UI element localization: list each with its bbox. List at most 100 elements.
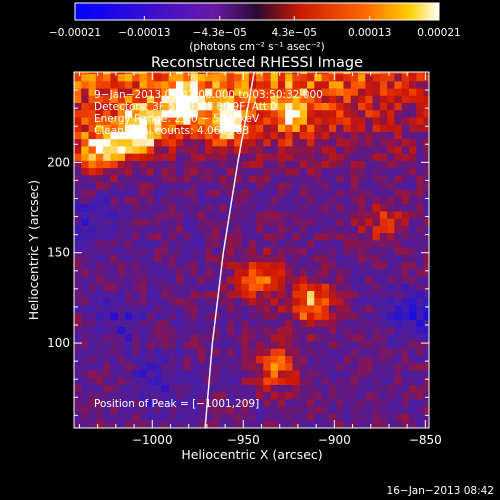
heatmap-cell bbox=[401, 254, 410, 263]
heatmap-cell bbox=[321, 196, 330, 205]
heatmap-cell bbox=[248, 95, 257, 104]
heatmap-cell bbox=[205, 297, 213, 306]
y-tick-label: 200 bbox=[47, 155, 70, 169]
heatmap-cell bbox=[277, 326, 286, 335]
heatmap-cell bbox=[175, 355, 184, 364]
heatmap-cell bbox=[175, 312, 184, 320]
heatmap-cell bbox=[190, 81, 199, 89]
heatmap-cell bbox=[81, 391, 89, 400]
heatmap-cell bbox=[88, 182, 97, 190]
heatmap-cell bbox=[248, 334, 257, 342]
heatmap-cell bbox=[299, 175, 308, 183]
heatmap-cell bbox=[328, 117, 337, 125]
heatmap-cell bbox=[234, 109, 242, 118]
heatmap-cell bbox=[81, 254, 89, 263]
heatmap-cell bbox=[88, 413, 97, 422]
heatmap-cell bbox=[74, 420, 82, 428]
heatmap-cell bbox=[387, 283, 395, 291]
heatmap-cell bbox=[183, 175, 191, 183]
heatmap-cell bbox=[387, 341, 395, 349]
heatmap-cell bbox=[372, 189, 381, 197]
heatmap-cell bbox=[241, 261, 250, 270]
heatmap-cell bbox=[263, 81, 271, 89]
heatmap-cell bbox=[175, 146, 184, 154]
heatmap-cell bbox=[154, 334, 162, 342]
heatmap-cell bbox=[95, 355, 104, 364]
heatmap-cell bbox=[408, 218, 417, 226]
heatmap-cell bbox=[394, 326, 402, 335]
heatmap-cell bbox=[124, 283, 133, 291]
heatmap-cell bbox=[248, 175, 257, 183]
heatmap-cell bbox=[81, 399, 89, 407]
heatmap-cell bbox=[212, 297, 220, 306]
heatmap-cell bbox=[423, 95, 429, 104]
heatmap-cell bbox=[365, 95, 373, 104]
heatmap-cell bbox=[146, 167, 155, 176]
heatmap-cell bbox=[263, 377, 271, 385]
heatmap-cell bbox=[248, 117, 257, 125]
heatmap-cell bbox=[139, 81, 148, 89]
heatmap-cell bbox=[423, 261, 429, 270]
heatmap-cell bbox=[146, 109, 155, 118]
heatmap-cell bbox=[226, 232, 235, 241]
heatmap-cell bbox=[314, 283, 322, 291]
heatmap-cell bbox=[394, 146, 402, 154]
heatmap-cell bbox=[394, 413, 402, 422]
heatmap-cell bbox=[416, 319, 424, 328]
heatmap-cell bbox=[365, 232, 373, 241]
heatmap-cell bbox=[95, 254, 104, 263]
heatmap-cell bbox=[183, 341, 191, 349]
heatmap-cell bbox=[103, 283, 111, 291]
heatmap-cell bbox=[139, 73, 148, 82]
heatmap-cell bbox=[277, 81, 286, 89]
heatmap-cell bbox=[328, 413, 337, 422]
heatmap-cell bbox=[263, 182, 271, 190]
heatmap-cell bbox=[197, 81, 206, 89]
heatmap-cell bbox=[110, 73, 118, 82]
heatmap-cell bbox=[394, 131, 402, 140]
heatmap-cell bbox=[110, 138, 118, 147]
heatmap-cell bbox=[379, 211, 388, 219]
heatmap-cell bbox=[74, 240, 82, 248]
heatmap-cell bbox=[212, 399, 220, 407]
heatmap-cell bbox=[117, 203, 126, 212]
heatmap-cell bbox=[132, 406, 140, 414]
heatmap-cell bbox=[161, 153, 169, 161]
heatmap-cell bbox=[277, 232, 286, 241]
heatmap-cell bbox=[146, 326, 155, 335]
heatmap-cell bbox=[387, 399, 395, 407]
heatmap-cell bbox=[372, 124, 381, 132]
heatmap-cell bbox=[270, 254, 279, 263]
heatmap-cell bbox=[124, 413, 133, 422]
heatmap-cell bbox=[292, 254, 301, 263]
heatmap-cell bbox=[219, 73, 228, 82]
heatmap-cell bbox=[292, 189, 301, 197]
heatmap-cell bbox=[358, 355, 366, 364]
heatmap-cell bbox=[358, 377, 366, 385]
heatmap-cell bbox=[292, 131, 301, 140]
heatmap-cell bbox=[117, 261, 126, 270]
heatmap-cell bbox=[314, 72, 322, 75]
heatmap-cell bbox=[226, 276, 235, 284]
x-axis-label: Heliocentric X (arcsec) bbox=[181, 447, 322, 462]
heatmap-cell bbox=[292, 211, 301, 219]
heatmap-cell bbox=[270, 391, 279, 400]
heatmap-cell bbox=[307, 167, 315, 176]
heatmap-cell bbox=[416, 413, 424, 422]
heatmap-cell bbox=[154, 370, 162, 378]
heatmap-cell bbox=[110, 384, 118, 393]
heatmap-cell bbox=[81, 240, 89, 248]
heatmap-cell bbox=[285, 189, 293, 197]
heatmap-cell bbox=[263, 326, 271, 335]
heatmap-cell bbox=[379, 247, 388, 255]
heatmap-cell bbox=[372, 319, 381, 328]
heatmap-cell bbox=[372, 175, 381, 183]
heatmap-cell bbox=[124, 290, 133, 299]
heatmap-cell bbox=[183, 268, 191, 277]
heatmap-cell bbox=[358, 297, 366, 306]
heatmap-cell bbox=[350, 182, 359, 190]
heatmap-cell bbox=[168, 319, 177, 328]
heatmap-cell bbox=[132, 420, 140, 428]
heatmap-cell bbox=[423, 211, 429, 219]
heatmap-cell bbox=[241, 153, 250, 161]
